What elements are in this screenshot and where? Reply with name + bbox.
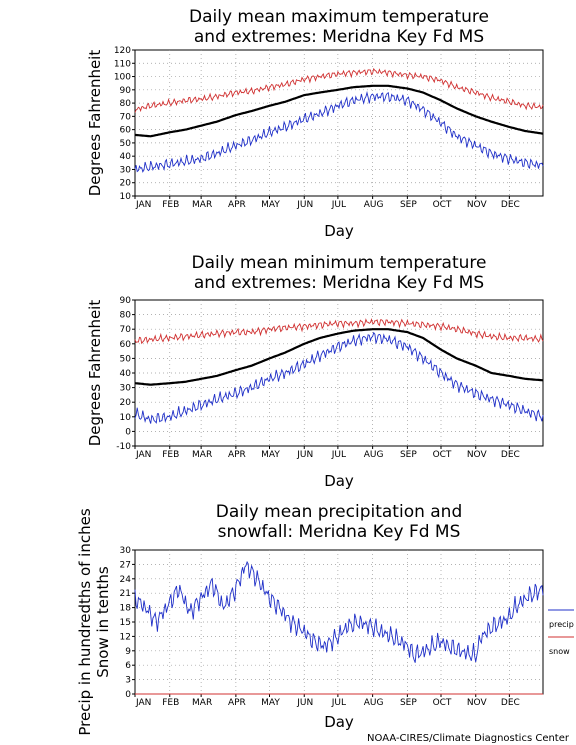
x-tick-label: FEB — [162, 450, 179, 460]
y-tick-label: 24 — [120, 575, 132, 585]
y-axis-label: Degrees Fahrenheit — [86, 300, 104, 447]
y-tick-label: 20 — [120, 398, 132, 408]
chart-title-line: Daily mean minimum temperature — [192, 253, 487, 273]
y-tick-label: 50 — [120, 139, 132, 149]
chart-title-line: Daily mean precipitation and — [216, 502, 463, 522]
credit-text: NOAA-CIRES/Climate Diagnostics Center — [367, 733, 570, 744]
x-tick-label: JUL — [331, 200, 346, 210]
y-tick-label: -10 — [116, 442, 131, 452]
series-line-record-low — [134, 331, 544, 424]
x-axis-label: Day — [324, 472, 354, 490]
y-tick-label: 12 — [120, 632, 131, 642]
y-tick-label: 20 — [120, 179, 132, 189]
y-tick-label: 100 — [114, 73, 131, 83]
x-tick-label: AUG — [364, 200, 384, 210]
chart-title-line: Daily mean maximum temperature — [189, 7, 489, 27]
y-tick-label: 80 — [120, 99, 132, 109]
y-tick-label: 30 — [120, 546, 132, 556]
x-tick-label: JUN — [296, 698, 313, 708]
series-line-precip — [134, 560, 544, 663]
x-tick-label: AUG — [364, 450, 384, 460]
y-tick-label: 15 — [120, 618, 131, 628]
x-tick-label: NOV — [467, 450, 488, 460]
x-tick-label: DEC — [501, 200, 520, 210]
y-tick-label: 50 — [120, 354, 132, 364]
x-tick-label: MAR — [192, 200, 212, 210]
x-tick-label: APR — [228, 698, 246, 708]
y-tick-label: 30 — [120, 165, 132, 175]
x-tick-label: NOV — [467, 698, 488, 708]
x-tick-label: SEP — [400, 698, 417, 708]
y-tick-label: 18 — [120, 604, 132, 614]
x-tick-label: APR — [228, 450, 246, 460]
x-axis-label: Day — [324, 222, 354, 240]
y-tick-label: 3 — [125, 676, 131, 686]
x-tick-label: OCT — [433, 200, 452, 210]
y-tick-label: 70 — [120, 112, 132, 122]
x-tick-label: FEB — [162, 698, 179, 708]
x-tick-label: DEC — [501, 698, 520, 708]
x-tick-label: DEC — [501, 450, 520, 460]
x-tick-label: JUN — [296, 450, 313, 460]
x-tick-label: SEP — [400, 200, 417, 210]
y-tick-label: 10 — [120, 413, 132, 423]
y-axis-label: Degrees Fahrenheit — [86, 50, 104, 197]
y-tick-label: 60 — [120, 340, 132, 350]
x-tick-label: JAN — [135, 200, 151, 210]
x-tick-label: MAY — [261, 698, 280, 708]
y-tick-label: 10 — [120, 192, 132, 202]
legend-label-precip: precip — [549, 620, 574, 629]
y-tick-label: 90 — [120, 86, 132, 96]
y-tick-label: 80 — [120, 311, 132, 321]
y-tick-label: 120 — [114, 46, 131, 56]
x-tick-label: JAN — [135, 698, 151, 708]
x-tick-label: MAY — [261, 450, 280, 460]
x-tick-label: AUG — [364, 698, 384, 708]
y-tick-label: 0 — [125, 427, 131, 437]
series-line-record-high — [134, 67, 544, 113]
x-tick-label: MAY — [261, 200, 280, 210]
x-tick-label: NOV — [467, 200, 488, 210]
y-tick-label: 0 — [125, 690, 131, 700]
y-tick-label: 40 — [120, 369, 132, 379]
chart-title-line: and extremes: Meridna Key Fd MS — [194, 27, 484, 47]
x-tick-label: MAR — [192, 698, 212, 708]
y-tick-label: 40 — [120, 152, 132, 162]
x-tick-label: SEP — [400, 450, 417, 460]
series-line-record-low — [134, 90, 544, 173]
y-tick-label: 90 — [120, 296, 132, 306]
y-tick-label: 60 — [120, 126, 132, 136]
plot-frame — [134, 49, 544, 197]
x-tick-label: JUL — [331, 698, 346, 708]
y-tick-label: 70 — [120, 325, 132, 335]
y-tick-label: 6 — [125, 661, 131, 671]
chart-title-line: and extremes: Meridna Key Fd MS — [194, 273, 484, 293]
x-tick-label: JUN — [296, 200, 313, 210]
legend-label-snow: snow — [549, 647, 570, 656]
chart-title-line: snowfall: Meridna Key Fd MS — [218, 522, 461, 542]
y-tick-label: 27 — [120, 560, 131, 570]
series-line-mean — [134, 328, 544, 386]
x-tick-label: OCT — [433, 450, 452, 460]
x-tick-label: FEB — [162, 200, 179, 210]
x-tick-label: JUL — [331, 450, 346, 460]
y-tick-label: 30 — [120, 384, 132, 394]
y-axis-label-line: Precip in hundredths of inches — [76, 508, 94, 735]
y-axis-label-line: Snow in tenths — [94, 566, 112, 678]
y-tick-label: 21 — [120, 589, 131, 599]
x-tick-label: MAR — [192, 450, 212, 460]
series-line-mean — [134, 84, 544, 138]
x-tick-label: OCT — [433, 698, 452, 708]
y-tick-label: 9 — [125, 647, 131, 657]
y-tick-label: 110 — [114, 59, 131, 69]
x-tick-label: APR — [228, 200, 246, 210]
series-line-record-high — [134, 318, 544, 345]
x-axis-label: Day — [324, 713, 354, 731]
x-tick-label: JAN — [135, 450, 151, 460]
